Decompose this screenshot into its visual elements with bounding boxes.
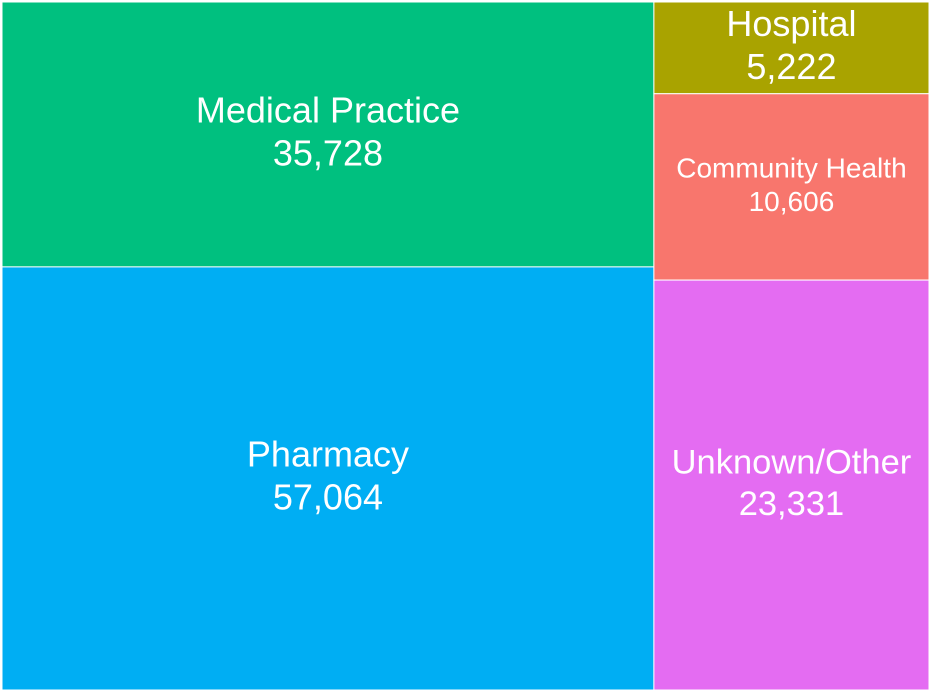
- treemap-tile: [653, 1, 930, 95]
- tile-label: Medical Practice: [196, 89, 460, 130]
- treemap-tile: [653, 93, 930, 281]
- tile-label: Hospital: [726, 3, 856, 44]
- tile-value: 5,222: [746, 46, 836, 87]
- treemap-tile: [1, 1, 655, 268]
- tile-value: 35,728: [273, 133, 383, 174]
- treemap-tile: [653, 279, 930, 691]
- treemap-tile: [1, 266, 655, 691]
- tile-value: 10,606: [749, 186, 835, 217]
- tile-value: 23,331: [739, 485, 844, 523]
- tile-value: 57,064: [273, 477, 383, 518]
- tile-label: Community Health: [676, 153, 906, 184]
- tile-label: Pharmacy: [247, 433, 409, 474]
- tile-label: Unknown/Other: [672, 443, 912, 481]
